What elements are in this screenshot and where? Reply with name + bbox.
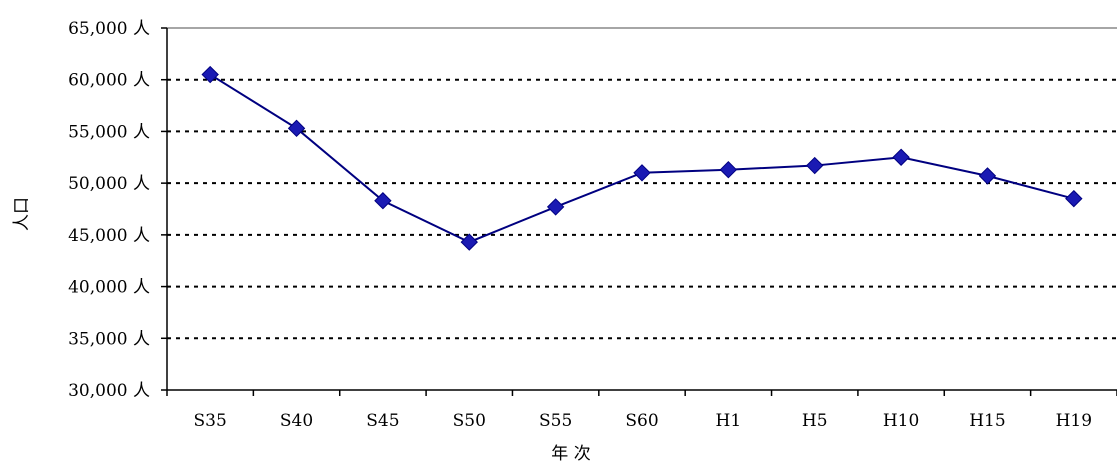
y-tick-label: 30,000 人: [68, 381, 150, 401]
x-tick-label: H19: [1056, 411, 1092, 431]
data-point-marker: [719, 160, 738, 179]
x-tick-label: H15: [969, 411, 1005, 431]
x-tick-label: S55: [539, 411, 572, 431]
x-tick-label: H1: [716, 411, 742, 431]
data-point-marker: [892, 148, 910, 166]
data-point-marker: [546, 198, 565, 216]
data-point-marker: [806, 156, 824, 175]
data-point-marker: [978, 167, 997, 185]
data-point-marker: [633, 164, 651, 182]
data-point-marker: [287, 119, 306, 138]
data-point-marker: [1065, 189, 1083, 208]
x-tick-label: S40: [280, 411, 313, 431]
x-tick-label: H5: [802, 411, 828, 431]
data-series: [201, 65, 1083, 251]
x-tick-label: H10: [883, 411, 919, 431]
x-tick-label: S50: [453, 411, 486, 431]
y-tick-label: 40,000 人: [68, 278, 150, 298]
data-point-marker: [460, 233, 478, 251]
gridlines: [167, 27, 1117, 340]
y-tick-label: 35,000 人: [68, 329, 150, 349]
y-tick-label: 50,000 人: [68, 174, 150, 194]
y-tick-label: 55,000 人: [68, 122, 150, 142]
y-tick-label: 45,000 人: [68, 226, 150, 246]
y-axis-title: 人口: [12, 197, 32, 231]
data-point-marker: [201, 65, 219, 84]
x-tick-label: S60: [625, 411, 658, 431]
series-line: [209, 73, 1075, 244]
axes: [161, 27, 1117, 396]
x-tick-label: S35: [194, 411, 227, 431]
y-tick-label: 60,000 人: [68, 71, 150, 91]
y-tick-labels: 30,000 人 35,000 人 40,000 人 45,000 人 50,000 人…: [68, 19, 150, 401]
x-tick-label: S45: [366, 411, 399, 431]
y-tick-label: 65,000 人: [68, 19, 150, 39]
x-tick-labels: S35 S40 S45 S50 S55 S60 H1 H5 H10 H15 H19: [194, 411, 1093, 431]
x-axis-title: 年 次: [551, 444, 590, 464]
data-point-marker: [374, 192, 392, 210]
